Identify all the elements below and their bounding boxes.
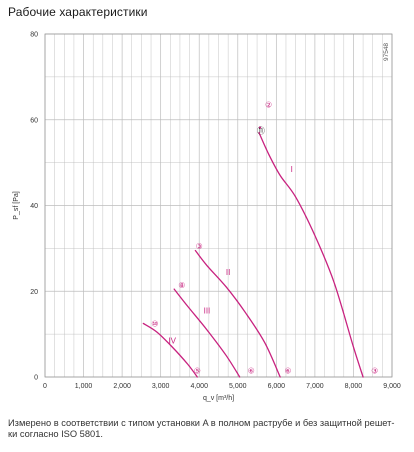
curve-marker-label: ③	[196, 242, 203, 251]
x-axis-label: q_v [m³/h]	[203, 395, 234, 402]
x-tick-label: 7,000	[306, 383, 324, 390]
footnote-line: ки согласно ISO 5801.	[8, 429, 103, 439]
chart-code-label: 97548	[383, 43, 390, 61]
x-tick-label: 4,000	[190, 383, 208, 390]
chart-grid	[44, 33, 393, 378]
y-tick-label: 40	[30, 203, 38, 210]
page-title: Рабочие характеристики	[8, 5, 148, 19]
footnote-line: Измерено в соответствии с типом установк…	[8, 418, 395, 428]
y-tick-label: 0	[34, 375, 38, 382]
series-line	[142, 322, 198, 378]
curve-roman-label: II	[226, 268, 230, 277]
x-tick-label: 8,000	[345, 383, 363, 390]
x-tick-label: 1,000	[75, 383, 93, 390]
series-marker-dot	[258, 126, 262, 129]
x-tick-label: 9,000	[383, 383, 401, 390]
x-tick-label: 5,000	[229, 383, 247, 390]
plot-frame	[44, 33, 393, 378]
chart-series	[142, 126, 364, 378]
curve-roman-label: I	[291, 165, 293, 174]
curve-roman-label: III	[204, 307, 211, 316]
series-line	[194, 249, 281, 378]
footnote: Измерено в соответствии с типом установк…	[8, 418, 408, 440]
curve-marker-label: ⑥	[248, 367, 255, 376]
curve-roman-label: IV	[168, 337, 176, 346]
curve-marker-label: ③	[371, 367, 378, 376]
y-tick-label: 20	[30, 289, 38, 296]
curve-marker-label: ⑪	[257, 126, 265, 135]
y-tick-label: 80	[30, 32, 38, 39]
y-tick-label: 60	[30, 117, 38, 124]
x-tick-label: 6,000	[268, 383, 286, 390]
x-tick-label: 3,000	[152, 383, 170, 390]
chart-axes: 0 1,000 2,000 3,000 4,000 5,000 6,000 7,000 8,00…	[30, 32, 401, 391]
x-tick-label: 0	[43, 383, 47, 390]
curve-marker-label: ⑤	[194, 367, 201, 376]
curve-marker-label: ⑥	[284, 367, 291, 376]
performance-chart: 0 1,000 2,000 3,000 4,000 5,000 6,000 7,000 8,00…	[13, 32, 401, 403]
series-line	[258, 131, 364, 378]
curve-marker-label: ⑧	[178, 281, 185, 290]
series-line	[173, 288, 241, 378]
x-tick-label: 2,000	[113, 383, 131, 390]
curve-marker-label: ⑩	[151, 319, 158, 328]
y-axis-label: P_sf [Pa]	[13, 191, 20, 219]
curve-marker-label: ②	[265, 101, 272, 110]
